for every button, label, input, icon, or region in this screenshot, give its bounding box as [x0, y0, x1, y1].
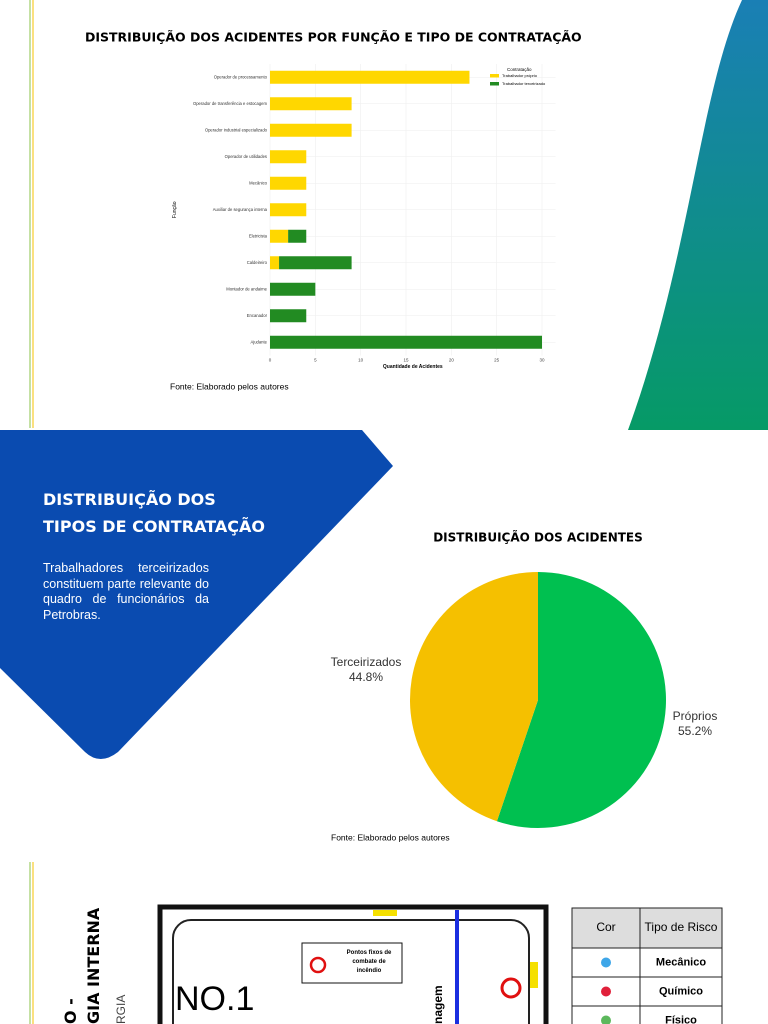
source-note: Fonte: Elaborado pelos autores	[170, 381, 289, 391]
x-tick-label: 0	[269, 358, 272, 363]
legend-label: Trabalhador terceirizado	[502, 81, 546, 86]
table-row	[571, 1005, 723, 1024]
y-tick-label: Caldeireiro	[247, 260, 268, 265]
slice-value: 44.8%	[349, 670, 383, 684]
table-header: Tipo de Risco	[645, 920, 718, 934]
x-tick-label: 10	[358, 358, 364, 363]
map-label: NO.1	[175, 980, 254, 1018]
section-text: Trabalhadores terceirizados constituem p…	[43, 561, 209, 622]
bar	[270, 70, 470, 84]
y-tick-label: Operador de transferência e estocagem	[193, 101, 268, 106]
bar	[270, 176, 307, 190]
bar	[270, 229, 289, 243]
legend-swatch	[490, 82, 499, 86]
slice-value: 55.2%	[678, 724, 712, 738]
x-tick-label: 20	[449, 358, 455, 363]
source-note: Fonte: Elaborado pelos autores	[331, 832, 450, 842]
map-heading: GIA INTERNA	[84, 907, 103, 1024]
map-legend: incêndio	[357, 968, 382, 974]
section-banner	[0, 430, 393, 759]
map-side-label: nagem	[431, 985, 445, 1024]
map-heading: O -	[61, 998, 80, 1024]
legend-label: Trabalhador próprio	[502, 73, 538, 78]
map: Pontos fixos de combate de incêndio NO.1…	[157, 904, 549, 1024]
y-axis-label: Função	[172, 201, 178, 218]
risk-type: Químico	[659, 985, 703, 997]
slice-label: Próprios	[673, 709, 718, 723]
y-tick-label: Mecânico	[249, 180, 268, 185]
map-mark	[373, 910, 397, 916]
y-tick-label: Encanador	[247, 313, 268, 318]
bar	[270, 256, 280, 270]
x-tick-label: 30	[539, 358, 545, 363]
chart-title: DISTRIBUIÇÃO DOS ACIDENTES	[433, 530, 643, 545]
bar	[279, 256, 352, 270]
x-tick-label: 25	[494, 358, 500, 363]
legend-title: Contratação	[507, 67, 532, 72]
bar	[270, 282, 316, 296]
slice-label: Terceirizados	[331, 655, 402, 669]
bar	[270, 97, 352, 111]
y-tick-label: Montador de andaime	[226, 286, 267, 291]
chart-title: DISTRIBUIÇÃO DOS ACIDENTES POR FUNÇÃO E …	[85, 30, 582, 45]
risk-type: Mecânico	[656, 956, 706, 968]
table-header: Cor	[596, 920, 615, 934]
y-tick-label: Operador de processamento	[214, 74, 268, 79]
y-tick-label: Operador de utilidades	[225, 154, 267, 159]
y-tick-label: Auxiliar de segurança interna	[213, 207, 268, 212]
pie-slice	[410, 572, 538, 822]
section-title: TIPOS DE CONTRATAÇÃO	[43, 517, 265, 536]
pie-slice	[496, 572, 666, 828]
bar	[270, 309, 307, 323]
table-row	[571, 976, 723, 1007]
table-row	[571, 947, 723, 978]
map-road	[172, 919, 530, 1024]
map-subtitle: RGIA	[114, 995, 128, 1024]
fire-icon	[500, 977, 522, 999]
map-mark	[530, 962, 538, 988]
fire-icon	[309, 956, 327, 974]
map-legend: combate de	[352, 959, 386, 965]
risk-color	[601, 957, 611, 968]
y-tick-label: Ajudante	[250, 339, 267, 344]
bar	[270, 123, 352, 137]
y-tick-label: Eletricista	[249, 233, 268, 238]
x-tick-label: 15	[403, 358, 409, 363]
map-legend-box	[301, 942, 403, 984]
map-legend: Pontos fixos de	[347, 950, 392, 956]
bar	[270, 150, 307, 164]
risk-color	[601, 986, 611, 997]
bar	[288, 229, 307, 243]
bar	[270, 203, 307, 217]
risk-color	[601, 1015, 611, 1024]
section-title: DISTRIBUIÇÃO DOS	[43, 490, 216, 509]
x-tick-label: 5	[314, 358, 317, 363]
y-tick-label: Operador industrial especializado	[205, 127, 268, 132]
risk-type: Físico	[665, 1014, 697, 1024]
bar	[270, 335, 542, 349]
table-header-bg	[571, 907, 723, 949]
x-axis-label: Quantidade de Acidentes	[383, 364, 443, 370]
legend-swatch	[490, 74, 499, 78]
corner-shape	[628, 0, 768, 430]
